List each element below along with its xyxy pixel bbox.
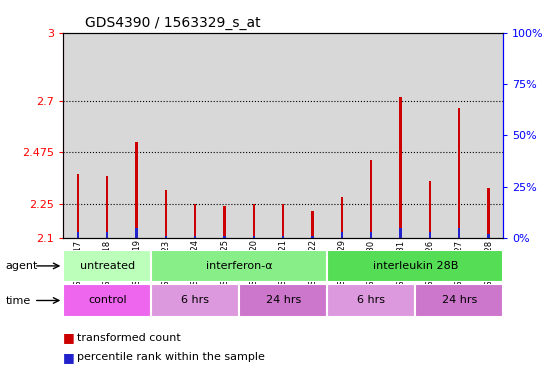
Bar xyxy=(106,232,108,238)
Text: interleukin 28B: interleukin 28B xyxy=(372,261,458,271)
Bar xyxy=(311,236,313,238)
Bar xyxy=(399,228,402,238)
Bar xyxy=(63,284,151,317)
Bar xyxy=(415,33,444,238)
Bar xyxy=(415,284,503,317)
Bar xyxy=(151,250,327,282)
Bar xyxy=(356,33,386,238)
Bar xyxy=(458,108,460,238)
Bar xyxy=(106,176,108,238)
Text: 6 hrs: 6 hrs xyxy=(358,295,385,306)
Text: GDS4390 / 1563329_s_at: GDS4390 / 1563329_s_at xyxy=(85,16,261,30)
Text: untreated: untreated xyxy=(80,261,135,271)
Bar xyxy=(194,204,196,238)
Text: 24 hrs: 24 hrs xyxy=(442,295,477,306)
Bar xyxy=(341,232,343,238)
Text: time: time xyxy=(6,296,31,306)
Text: 24 hrs: 24 hrs xyxy=(266,295,301,306)
Bar xyxy=(135,142,138,238)
Bar xyxy=(370,161,372,238)
Bar xyxy=(429,181,431,238)
Text: 6 hrs: 6 hrs xyxy=(182,295,209,306)
Bar xyxy=(253,204,255,238)
Bar xyxy=(474,33,503,238)
Text: ■: ■ xyxy=(63,331,75,344)
Bar xyxy=(210,33,239,238)
Bar xyxy=(253,236,255,238)
Text: agent: agent xyxy=(6,261,38,271)
Bar xyxy=(370,232,372,238)
Text: transformed count: transformed count xyxy=(77,333,181,343)
Bar xyxy=(135,228,138,238)
Text: ■: ■ xyxy=(63,351,75,364)
Bar xyxy=(282,204,284,238)
Text: control: control xyxy=(88,295,126,306)
Bar xyxy=(298,33,327,238)
Bar xyxy=(386,33,415,238)
Bar xyxy=(487,188,490,238)
Bar xyxy=(282,236,284,238)
Bar xyxy=(151,33,180,238)
Bar xyxy=(92,33,122,238)
Bar xyxy=(180,33,210,238)
Text: percentile rank within the sample: percentile rank within the sample xyxy=(77,352,265,362)
Bar xyxy=(77,174,79,238)
Bar xyxy=(223,236,225,238)
Bar xyxy=(268,33,298,238)
Text: interferon-α: interferon-α xyxy=(206,261,273,271)
Bar xyxy=(77,232,79,238)
Bar xyxy=(327,284,415,317)
Bar xyxy=(165,190,167,238)
Bar xyxy=(444,33,474,238)
Bar xyxy=(327,33,356,238)
Bar xyxy=(487,234,490,238)
Bar xyxy=(239,33,268,238)
Bar xyxy=(399,96,402,238)
Bar xyxy=(327,250,503,282)
Bar xyxy=(458,228,460,238)
Bar xyxy=(63,250,151,282)
Bar xyxy=(194,236,196,238)
Bar xyxy=(223,206,225,238)
Bar xyxy=(429,232,431,238)
Bar xyxy=(341,197,343,238)
Bar xyxy=(151,284,239,317)
Bar xyxy=(311,211,313,238)
Bar xyxy=(239,284,327,317)
Bar xyxy=(122,33,151,238)
Bar xyxy=(63,33,92,238)
Bar xyxy=(165,236,167,238)
